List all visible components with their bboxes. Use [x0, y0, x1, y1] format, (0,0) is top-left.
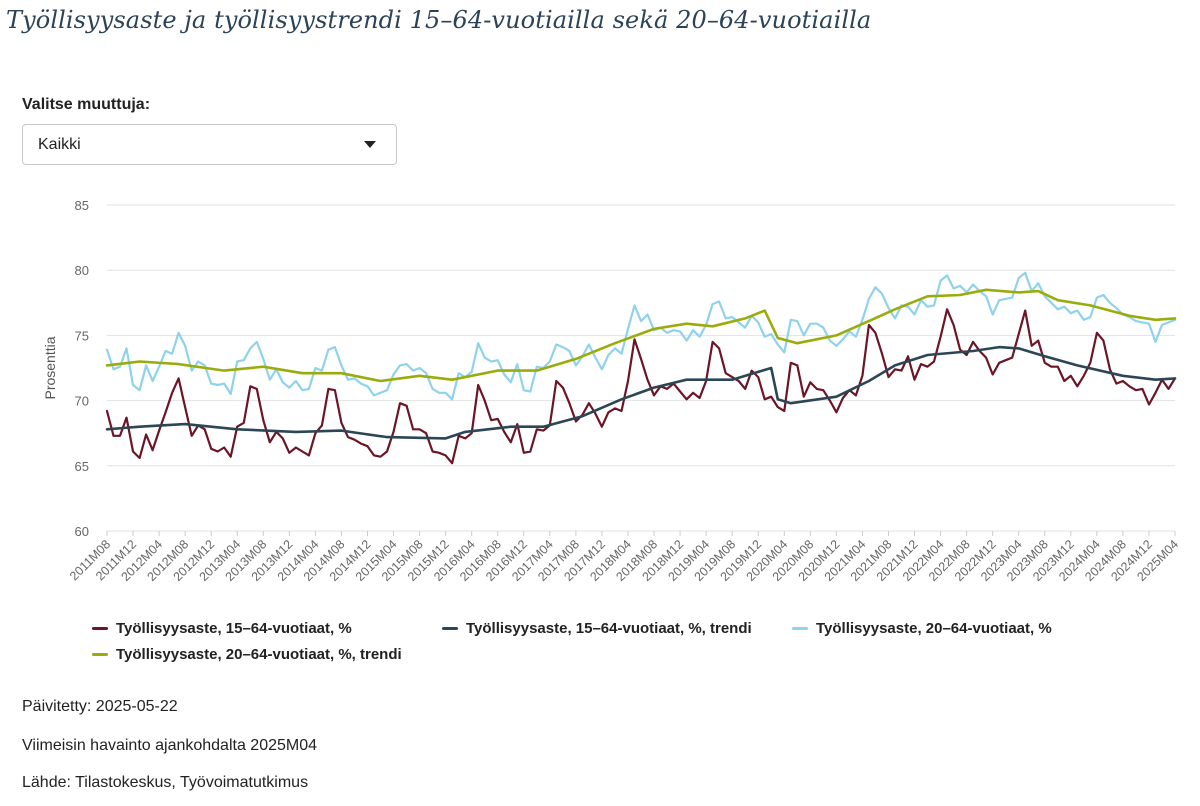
y-axis-label: Prosenttia	[42, 336, 58, 399]
legend-label-trend-20-64: Työllisyysaste, 20–64-vuotiaat, %, trend…	[116, 646, 402, 663]
legend-item-trend-15-64[interactable]: Työllisyysaste, 15–64-vuotiaat, %, trend…	[442, 620, 752, 637]
legend-label-trend-15-64: Työllisyysaste, 15–64-vuotiaat, %, trend…	[466, 620, 752, 637]
legend-label-employment-20-64: Työllisyysaste, 20–64-vuotiaat, %	[816, 620, 1052, 637]
page-title: Työllisyysaste ja työllisyystrendi 15–64…	[6, 6, 872, 34]
legend-swatch-trend-20-64	[92, 653, 108, 656]
y-tick-label: 70	[75, 394, 89, 409]
legend-swatch-trend-15-64	[442, 627, 458, 630]
employment-line-chart: 606570758085Prosenttia2011M082011M122012…	[42, 198, 1181, 584]
series-line-employment-20-64	[105, 271, 1177, 401]
chevron-down-icon	[364, 141, 376, 148]
y-tick-label: 65	[75, 459, 89, 474]
data-source: Lähde: Tilastokeskus, Työvoimatutkimus	[22, 774, 309, 791]
y-tick-label: 80	[75, 263, 89, 278]
series-line-trend-15-64	[105, 345, 1177, 440]
variable-select-value: Kaikki	[38, 136, 81, 153]
latest-observation: Viimeisin havainto ajankohdalta 2025M04	[22, 737, 318, 754]
updated-date: Päivitetty: 2025-05-22	[22, 698, 178, 715]
y-tick-label: 75	[75, 328, 89, 343]
variable-select[interactable]: Kaikki	[22, 124, 397, 165]
legend-swatch-employment-15-64	[92, 627, 108, 630]
legend-item-employment-15-64[interactable]: Työllisyysaste, 15–64-vuotiaat, %	[92, 620, 352, 637]
legend-item-trend-20-64[interactable]: Työllisyysaste, 20–64-vuotiaat, %, trend…	[92, 646, 402, 663]
legend-item-employment-20-64[interactable]: Työllisyysaste, 20–64-vuotiaat, %	[792, 620, 1052, 637]
series-line-employment-15-64	[105, 308, 1177, 465]
series-line-trend-20-64	[105, 288, 1177, 383]
legend-swatch-employment-20-64	[792, 627, 808, 630]
legend-label-employment-15-64: Työllisyysaste, 15–64-vuotiaat, %	[116, 620, 352, 637]
y-tick-label: 85	[75, 198, 89, 213]
variable-select-label: Valitse muuttuja:	[22, 96, 151, 113]
y-tick-label: 60	[75, 524, 89, 539]
